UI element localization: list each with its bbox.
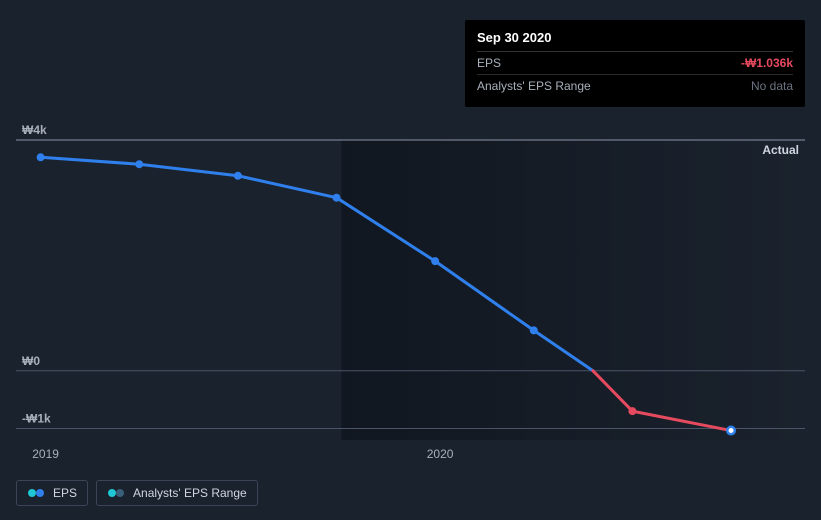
svg-text:₩4k: ₩4k [22,123,47,137]
legend-label: Analysts' EPS Range [133,486,247,500]
tooltip-row: EPS -₩1.036k [477,52,793,75]
svg-text:2019: 2019 [32,447,59,461]
tooltip-date: Sep 30 2020 [477,30,793,52]
tooltip-row: Analysts' EPS Range No data [477,75,793,97]
legend-label: EPS [53,486,77,500]
tooltip-label: Analysts' EPS Range [477,79,591,93]
tooltip-label: EPS [477,56,501,70]
legend-item-eps[interactable]: EPS [16,480,88,506]
legend-swatch-icon [27,488,45,498]
svg-text:₩0: ₩0 [22,354,40,368]
eps-chart[interactable]: ₩4k₩0-₩1k20192020Actual [16,120,805,440]
svg-text:Actual: Actual [762,143,799,157]
tooltip-value: No data [751,79,793,93]
legend-swatch-icon [107,488,125,498]
svg-text:-₩1k: -₩1k [22,411,51,425]
legend-item-range[interactable]: Analysts' EPS Range [96,480,258,506]
svg-text:2020: 2020 [427,447,454,461]
tooltip-value: -₩1.036k [741,56,793,70]
chart-svg: ₩4k ₩0 -₩1k 2019 2020 Actual [16,120,805,470]
chart-tooltip: Sep 30 2020 EPS -₩1.036k Analysts' EPS R… [465,20,805,107]
chart-legend: EPS Analysts' EPS Range [16,480,258,506]
